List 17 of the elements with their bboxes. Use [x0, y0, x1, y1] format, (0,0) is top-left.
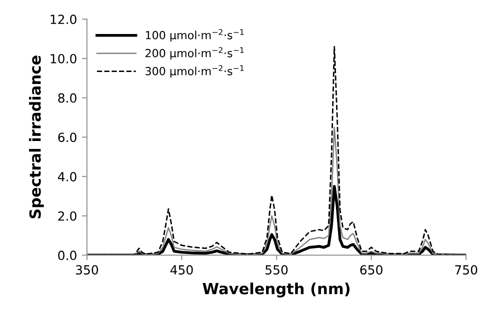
y-tick-label: 4.0: [58, 172, 76, 182]
y-tick-label: 12.0: [50, 14, 76, 24]
y-tick-label: 0.0: [58, 250, 76, 260]
y-tick-label: 2.0: [58, 211, 76, 221]
y-tick-label: 10.0: [50, 54, 76, 64]
legend-label: 100 μmol·m$^{−2}$·s$^{−1}$: [146, 29, 244, 42]
x-tick-label: 550: [266, 265, 288, 275]
y-tick-label: 6.0: [58, 132, 76, 142]
y-tick-label: 8.0: [58, 93, 76, 103]
x-tick-label: 650: [360, 265, 382, 275]
x-tick-label: 450: [170, 265, 193, 275]
y-axis-title: Spectral irradiance: [29, 56, 44, 218]
x-axis-title: Wavelength (nm): [202, 282, 350, 298]
x-tick-label: 750: [455, 265, 478, 275]
legend-label: 200 μmol·m$^{−2}$·s$^{−1}$: [146, 47, 244, 60]
legend-label: 300 μmol·m$^{−2}$·s$^{−1}$: [146, 65, 244, 78]
x-tick-label: 350: [76, 265, 98, 275]
